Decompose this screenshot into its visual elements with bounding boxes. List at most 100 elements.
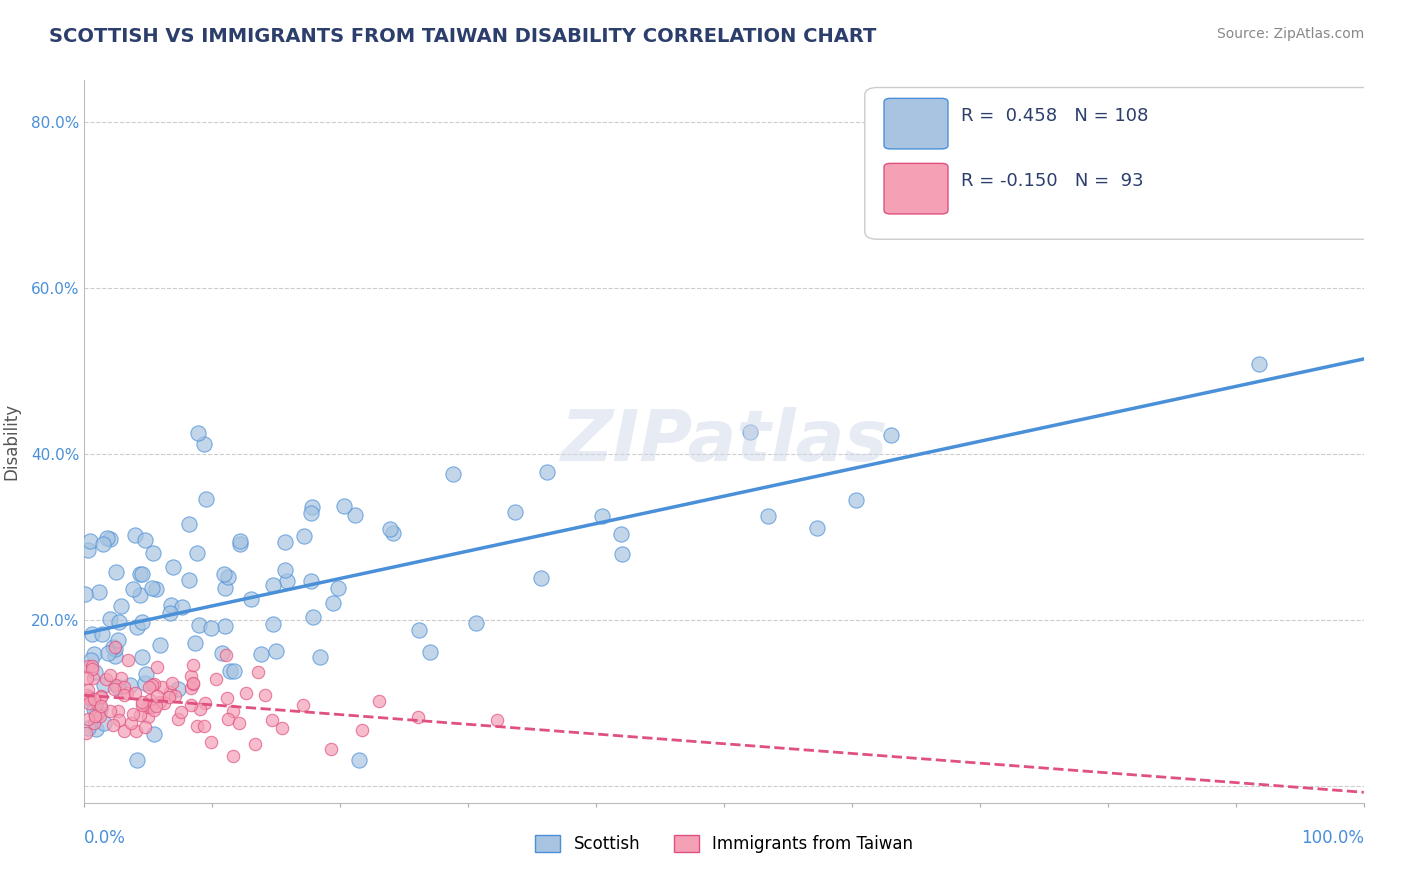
Immigrants from Taiwan — [75, 726, 97, 740]
Scottish — [75, 587, 97, 601]
Scottish — [880, 428, 903, 442]
Scottish — [240, 592, 263, 607]
Immigrants from Taiwan — [98, 704, 121, 718]
Scottish — [187, 618, 209, 632]
Scottish — [194, 492, 217, 507]
Immigrants from Taiwan — [222, 704, 245, 718]
Scottish — [159, 606, 181, 620]
Scottish — [104, 641, 127, 656]
Scottish — [274, 563, 297, 577]
Scottish — [96, 531, 118, 545]
Scottish — [229, 537, 252, 551]
Immigrants from Taiwan — [139, 693, 162, 707]
Scottish — [228, 534, 250, 549]
Immigrants from Taiwan — [180, 668, 202, 682]
Immigrants from Taiwan — [146, 659, 169, 673]
Scottish — [758, 508, 780, 523]
Scottish — [845, 493, 868, 508]
Scottish — [93, 678, 115, 692]
Scottish — [134, 533, 156, 547]
Scottish — [172, 600, 194, 615]
Immigrants from Taiwan — [90, 690, 112, 704]
Text: ZIPatlas: ZIPatlas — [561, 407, 887, 476]
Scottish — [83, 701, 105, 715]
FancyBboxPatch shape — [865, 87, 1376, 239]
Scottish — [84, 707, 107, 722]
Immigrants from Taiwan — [180, 681, 202, 696]
Scottish — [262, 617, 284, 632]
Scottish — [326, 582, 349, 596]
Scottish — [378, 523, 401, 537]
Immigrants from Taiwan — [160, 676, 183, 690]
Scottish — [77, 721, 100, 735]
Immigrants from Taiwan — [167, 712, 190, 726]
Immigrants from Taiwan — [117, 653, 139, 667]
Scottish — [131, 650, 153, 665]
Scottish — [131, 566, 153, 581]
Text: R = -0.150   N =  93: R = -0.150 N = 93 — [960, 172, 1143, 190]
Scottish — [87, 584, 110, 599]
Scottish — [76, 543, 98, 558]
Immigrants from Taiwan — [145, 690, 167, 704]
Immigrants from Taiwan — [122, 706, 145, 721]
Scottish — [90, 627, 112, 641]
Scottish — [224, 664, 246, 678]
Text: SCOTTISH VS IMMIGRANTS FROM TAIWAN DISABILITY CORRELATION CHART: SCOTTISH VS IMMIGRANTS FROM TAIWAN DISAB… — [49, 27, 876, 45]
Scottish — [80, 653, 103, 667]
Scottish — [214, 582, 236, 596]
Scottish — [292, 529, 315, 543]
Immigrants from Taiwan — [194, 696, 217, 710]
Scottish — [93, 715, 115, 730]
Scottish — [110, 599, 132, 613]
Immigrants from Taiwan — [90, 689, 112, 703]
Immigrants from Taiwan — [186, 718, 208, 732]
Immigrants from Taiwan — [246, 665, 269, 680]
Scottish — [264, 644, 287, 658]
Scottish — [806, 521, 828, 535]
Scottish — [299, 574, 322, 589]
Scottish — [186, 546, 208, 560]
Immigrants from Taiwan — [262, 713, 284, 727]
Immigrants from Taiwan — [486, 713, 509, 727]
Immigrants from Taiwan — [83, 691, 105, 706]
Immigrants from Taiwan — [77, 697, 100, 711]
Scottish — [97, 646, 120, 660]
Scottish — [536, 465, 558, 479]
Scottish — [104, 565, 127, 579]
Immigrants from Taiwan — [80, 662, 103, 676]
Immigrants from Taiwan — [319, 742, 342, 756]
Immigrants from Taiwan — [141, 678, 163, 692]
Scottish — [212, 566, 235, 581]
Scottish — [217, 570, 239, 584]
Scottish — [89, 702, 111, 716]
Scottish — [382, 525, 405, 540]
Scottish — [530, 571, 553, 585]
Scottish — [333, 499, 356, 513]
Scottish — [104, 648, 127, 663]
Scottish — [591, 508, 613, 523]
Scottish — [187, 425, 209, 440]
Immigrants from Taiwan — [235, 685, 257, 699]
Scottish — [276, 574, 298, 588]
Immigrants from Taiwan — [131, 695, 153, 709]
Immigrants from Taiwan — [82, 671, 104, 685]
Scottish — [609, 527, 631, 541]
Scottish — [149, 638, 172, 652]
Scottish — [179, 516, 201, 531]
Scottish — [127, 620, 149, 634]
Immigrants from Taiwan — [125, 724, 148, 739]
Immigrants from Taiwan — [101, 717, 124, 731]
Scottish — [122, 582, 145, 597]
Scottish — [419, 645, 441, 659]
Scottish — [408, 624, 430, 638]
Scottish — [143, 726, 166, 740]
Immigrants from Taiwan — [139, 700, 162, 714]
FancyBboxPatch shape — [884, 163, 948, 214]
Immigrants from Taiwan — [135, 700, 157, 714]
Immigrants from Taiwan — [112, 680, 135, 694]
Immigrants from Taiwan — [215, 648, 238, 662]
Immigrants from Taiwan — [90, 699, 112, 714]
Immigrants from Taiwan — [129, 708, 152, 723]
Immigrants from Taiwan — [76, 688, 98, 702]
Immigrants from Taiwan — [84, 709, 107, 723]
